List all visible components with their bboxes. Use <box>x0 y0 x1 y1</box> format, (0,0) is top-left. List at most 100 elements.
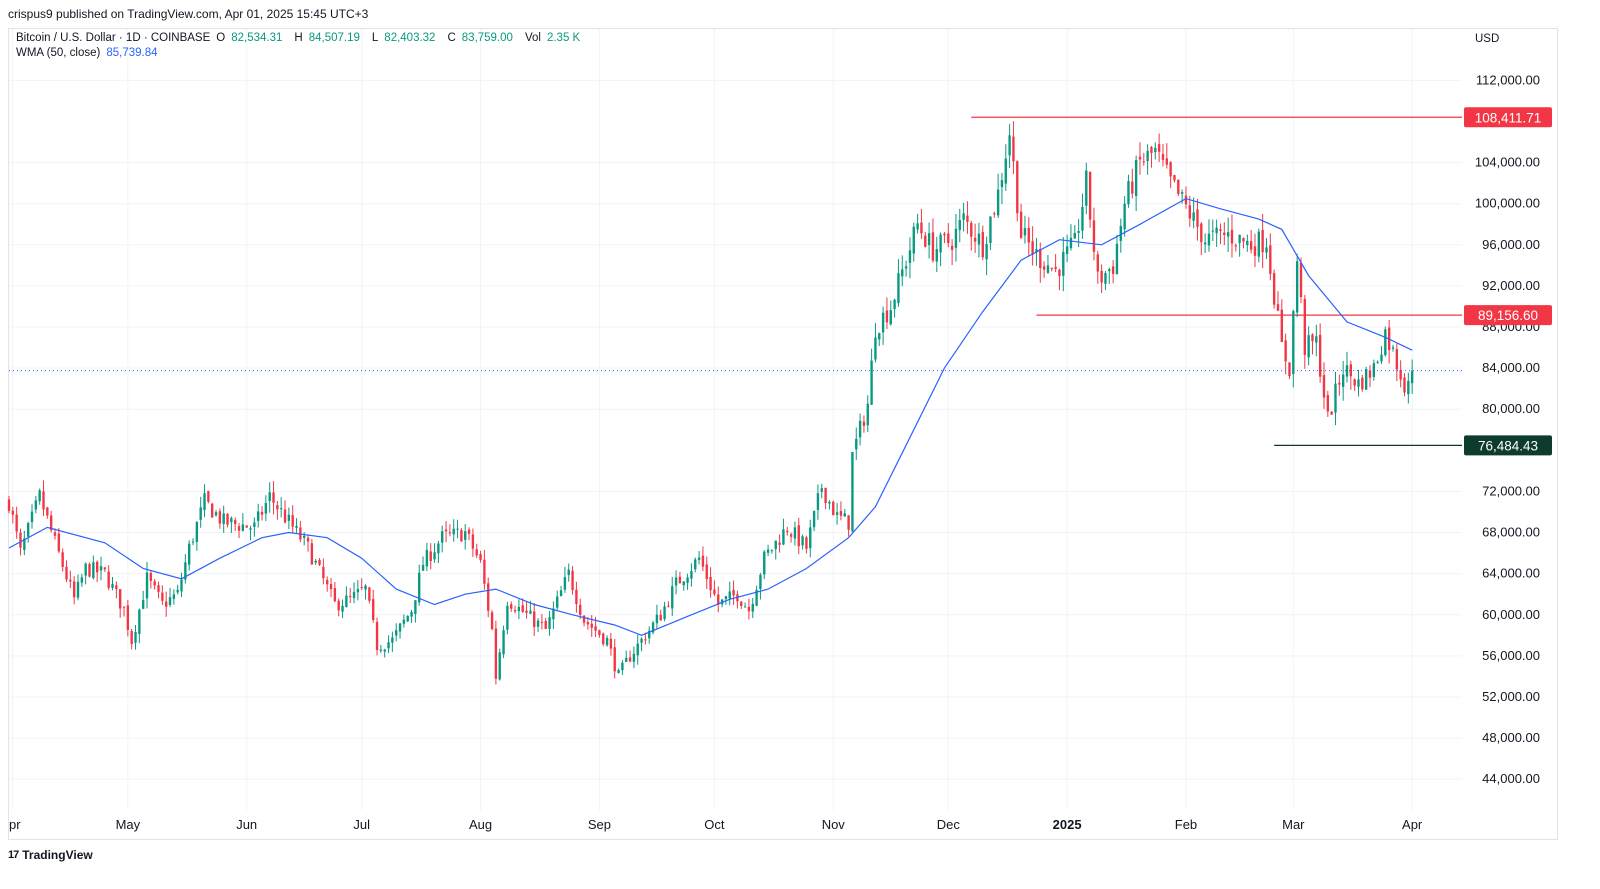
candle <box>1311 333 1314 355</box>
tradingview-logo[interactable]: 17 TradingView <box>8 848 93 862</box>
candle <box>586 617 590 630</box>
candle <box>1127 174 1130 208</box>
candle-body <box>529 610 532 614</box>
price-tick-label: 52,000.00 <box>1482 689 1540 704</box>
candle-body <box>1019 211 1023 239</box>
candle <box>226 513 229 528</box>
candle-body <box>1330 411 1333 415</box>
candle <box>1016 160 1019 222</box>
volume-value: 2.35 K <box>546 32 581 44</box>
candle <box>1326 390 1330 417</box>
candle <box>567 563 570 582</box>
candle <box>1150 145 1153 168</box>
candle-body <box>1188 205 1191 219</box>
candle <box>540 614 544 630</box>
candle <box>360 578 363 590</box>
candle-body <box>1249 241 1253 250</box>
candle <box>1062 237 1065 292</box>
candle <box>1215 219 1218 247</box>
candle <box>490 610 494 631</box>
candle <box>460 527 463 542</box>
candles <box>7 121 1414 685</box>
currency-selector[interactable]: USD <box>1475 33 1500 45</box>
candle <box>536 618 540 633</box>
candle-body <box>1242 238 1245 242</box>
candle-body <box>1161 154 1165 160</box>
candle-body <box>467 529 471 534</box>
candle-body <box>801 536 804 546</box>
candle <box>966 201 969 234</box>
candle-body <box>575 589 578 605</box>
candle-body <box>517 606 521 612</box>
candle <box>452 519 455 542</box>
candle-body <box>1192 212 1195 221</box>
price-tag-label: 108,411.71 <box>1475 110 1542 125</box>
time-tick-label: pr <box>9 817 21 832</box>
candle-body <box>1295 261 1299 313</box>
candle-body <box>958 219 961 230</box>
candle-body <box>912 226 915 254</box>
candle-body <box>1322 375 1326 398</box>
candle-body <box>1223 232 1226 236</box>
candle <box>824 487 827 510</box>
candle <box>694 557 697 573</box>
price-tick-label: 44,000.00 <box>1482 771 1540 786</box>
candle <box>406 615 409 623</box>
candle <box>418 564 421 606</box>
candle-body <box>176 589 179 593</box>
time-tick-label: Aug <box>469 817 492 832</box>
candle-body <box>80 577 84 583</box>
candle <box>92 555 95 580</box>
candle <box>494 620 498 685</box>
candle-body <box>1177 179 1180 194</box>
candle <box>1330 410 1333 415</box>
candle-body <box>740 601 743 606</box>
candle-body <box>839 511 843 516</box>
candle <box>341 599 344 619</box>
candle <box>1134 155 1138 212</box>
candle <box>943 231 946 244</box>
candle-body <box>686 577 689 583</box>
candle <box>180 572 183 597</box>
candle <box>648 626 651 644</box>
candle <box>1207 219 1211 252</box>
candle <box>832 500 835 516</box>
candle-body <box>697 557 701 560</box>
candle <box>732 580 735 605</box>
candle <box>138 608 141 644</box>
resistance-price-tag: 89,156.60 <box>1464 305 1552 326</box>
candle-body <box>92 562 95 578</box>
price-tick-label: 96,000.00 <box>1482 237 1540 252</box>
candle-body <box>1035 249 1038 253</box>
candle-body <box>326 579 329 585</box>
candle <box>222 505 225 533</box>
candle-body <box>161 592 164 601</box>
candle-body <box>222 513 225 524</box>
symbol-title[interactable]: Bitcoin / U.S. Dollar · 1D · COINBASE <box>16 32 211 44</box>
wma-label[interactable]: WMA (50, close) <box>16 47 101 59</box>
price-tick-label: 68,000.00 <box>1482 525 1540 540</box>
candle-body <box>391 637 394 643</box>
candle <box>502 625 505 658</box>
candle-body <box>433 552 436 560</box>
candle <box>7 496 11 514</box>
candle-body <box>84 563 87 576</box>
candle <box>1154 142 1157 160</box>
candle-body <box>253 522 256 527</box>
candle-body <box>939 234 942 253</box>
candle-body <box>559 590 563 597</box>
price-tick-label: 92,000.00 <box>1482 278 1540 293</box>
candle <box>115 581 118 599</box>
candle-body <box>563 577 567 590</box>
candle-body <box>464 531 467 540</box>
candle <box>42 480 45 516</box>
candle <box>1261 213 1264 269</box>
price-tick-label: 56,000.00 <box>1482 648 1540 663</box>
candle-body <box>1104 272 1107 284</box>
candle <box>199 496 202 528</box>
candle-body <box>7 499 11 511</box>
candle <box>1322 362 1326 409</box>
time-tick-label: Apr <box>1402 817 1423 832</box>
candle-body <box>115 585 118 590</box>
